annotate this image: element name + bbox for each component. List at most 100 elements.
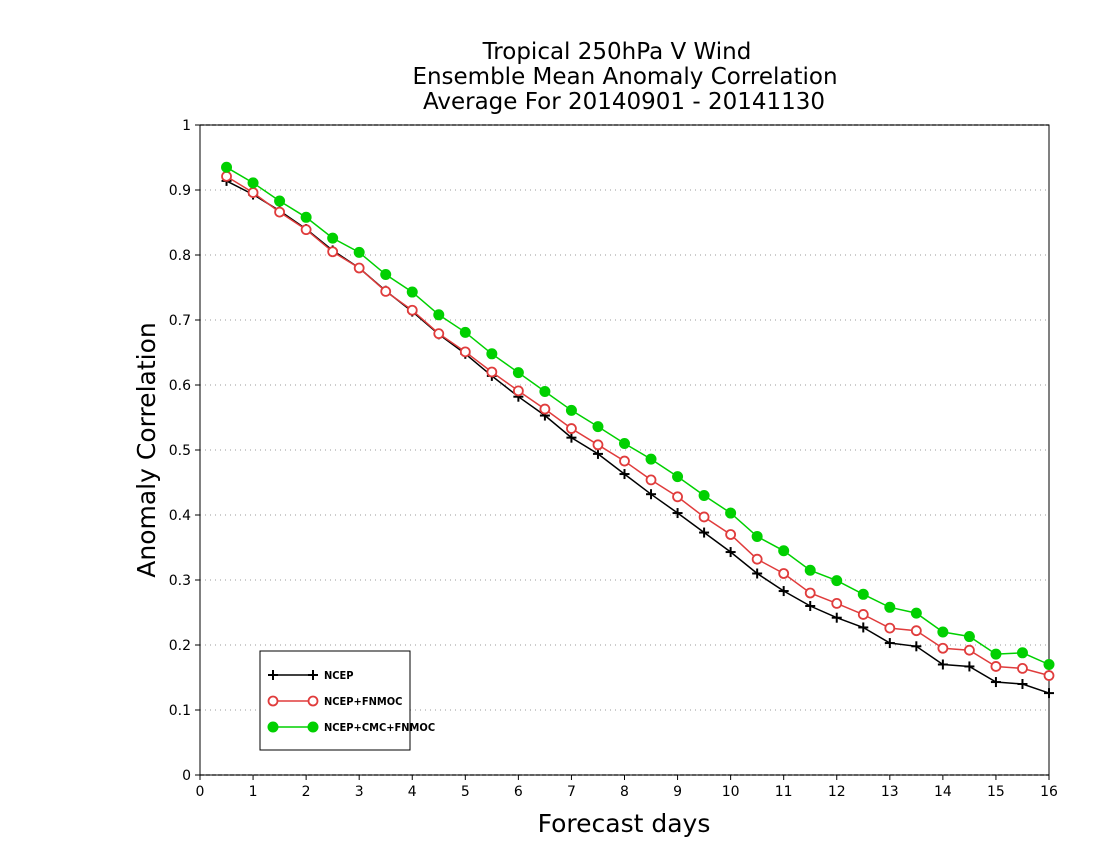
x-tick-label: 4 xyxy=(408,784,417,800)
data-point-ncep-cmc-fnmoc xyxy=(725,507,737,519)
x-tick-label: 5 xyxy=(461,784,470,800)
y-tick-label: 0.7 xyxy=(169,313,191,329)
data-point-ncep xyxy=(884,638,895,649)
legend-marker xyxy=(268,670,278,680)
y-tick-label: 1 xyxy=(182,118,191,134)
data-point-ncep-fnmoc xyxy=(327,246,339,258)
legend-marker xyxy=(267,695,279,707)
x-tick-label: 1 xyxy=(249,784,258,800)
data-point-ncep-fnmoc xyxy=(964,644,975,656)
data-point-ncep-cmc-fnmoc xyxy=(1016,647,1028,659)
data-point-ncep xyxy=(937,659,948,670)
series-ncep xyxy=(221,175,1054,699)
x-tick-label: 16 xyxy=(1040,784,1058,800)
data-point-ncep-cmc-fnmoc xyxy=(831,575,843,587)
data-point-ncep-cmc-fnmoc xyxy=(380,269,392,280)
data-point-ncep-cmc-fnmoc xyxy=(592,421,604,433)
data-point-ncep-cmc-fnmoc xyxy=(910,607,922,619)
x-axis: 0 1 2 3 4 5 6 7 8 9 10 11 12 13 14 15 16 xyxy=(196,775,1058,800)
data-point-ncep-fnmoc xyxy=(406,304,418,316)
y-tick-label: 0.5 xyxy=(169,443,191,459)
data-point-ncep-fnmoc xyxy=(247,187,259,199)
data-point-ncep-cmc-fnmoc xyxy=(672,471,684,483)
data-point-ncep-cmc-fnmoc xyxy=(937,626,949,638)
data-point-ncep-cmc-fnmoc xyxy=(645,453,657,465)
legend-item-ncep: NCEP xyxy=(268,669,354,682)
data-point-ncep-fnmoc xyxy=(274,206,285,218)
data-point-ncep-fnmoc xyxy=(380,285,392,297)
data-point-ncep-fnmoc xyxy=(857,609,869,620)
x-tick-label: 11 xyxy=(775,784,793,800)
data-point-ncep-cmc-fnmoc xyxy=(990,648,1002,660)
data-point-ncep-cmc-fnmoc xyxy=(857,588,869,600)
x-axis-label: Forecast days xyxy=(538,809,711,838)
legend-marker xyxy=(307,695,319,707)
data-point-ncep-cmc-fnmoc xyxy=(1043,659,1055,670)
data-point-ncep-fnmoc xyxy=(486,366,498,378)
data-point-ncep xyxy=(964,661,975,672)
data-point-ncep xyxy=(990,677,1001,688)
y-axis: 0 0.1 0.2 0.3 0.4 0.5 0.6 0.7 0.8 0.9 1 xyxy=(169,118,200,784)
y-tick-label: 0.8 xyxy=(169,248,191,264)
data-point-ncep xyxy=(911,641,922,652)
data-point-ncep-cmc-fnmoc xyxy=(565,404,577,416)
y-tick-label: 0.1 xyxy=(169,703,191,719)
chart-title: Tropical 250hPa V Wind Ensemble Mean Ano… xyxy=(412,39,837,115)
legend-item-ncep-fnmoc: NCEP+FNMOC xyxy=(267,695,402,708)
data-point-ncep-fnmoc xyxy=(910,625,922,637)
series-ncep-cmc-fnmoc xyxy=(221,161,1055,670)
data-point-ncep-cmc-fnmoc xyxy=(353,246,365,258)
x-tick-label: 6 xyxy=(514,784,523,800)
data-point-ncep-fnmoc xyxy=(937,642,949,654)
y-tick-label: 0.6 xyxy=(169,378,191,394)
data-point-ncep-cmc-fnmoc xyxy=(751,530,763,542)
data-point-ncep xyxy=(778,586,789,597)
legend-label: NCEP xyxy=(324,669,354,682)
data-point-ncep-fnmoc xyxy=(433,328,445,340)
chart-title-line-3: Average For 20140901 - 20141130 xyxy=(423,89,825,115)
x-tick-label: 14 xyxy=(934,784,952,800)
data-point-ncep-fnmoc xyxy=(698,511,710,523)
data-point-ncep-fnmoc xyxy=(884,622,896,634)
legend-item-ncep-cmc-fnmoc: NCEP+CMC+FNMOC xyxy=(267,721,435,734)
data-point-ncep xyxy=(1017,679,1028,689)
data-point-ncep-fnmoc xyxy=(619,455,630,467)
y-tick-label: 0.4 xyxy=(169,508,191,524)
data-point-ncep-fnmoc xyxy=(512,385,524,397)
data-point-ncep-cmc-fnmoc xyxy=(433,309,445,321)
data-point-ncep-cmc-fnmoc xyxy=(327,232,339,244)
data-point-ncep-cmc-fnmoc xyxy=(300,211,312,223)
data-point-ncep xyxy=(858,622,869,633)
data-point-ncep xyxy=(592,448,603,459)
x-tick-label: 10 xyxy=(722,784,740,800)
data-point-ncep-fnmoc xyxy=(725,529,737,540)
data-point-ncep-cmc-fnmoc xyxy=(539,386,551,397)
data-point-ncep xyxy=(619,469,630,480)
y-tick-label: 0 xyxy=(182,768,191,784)
data-point-ncep-fnmoc xyxy=(1043,670,1055,681)
data-point-ncep-cmc-fnmoc xyxy=(698,490,710,501)
data-point-ncep xyxy=(699,527,710,538)
x-tick-label: 2 xyxy=(302,784,311,800)
x-tick-label: 0 xyxy=(196,784,205,800)
y-tick-label: 0.2 xyxy=(169,638,191,654)
data-point-ncep-cmc-fnmoc xyxy=(884,601,896,613)
data-point-ncep-fnmoc xyxy=(221,170,232,182)
x-tick-label: 13 xyxy=(881,784,899,800)
data-point-ncep-cmc-fnmoc xyxy=(274,195,286,207)
data-point-ncep-cmc-fnmoc xyxy=(486,348,498,360)
x-tick-label: 12 xyxy=(828,784,846,800)
data-point-ncep-fnmoc xyxy=(1017,663,1028,674)
y-tick-label: 0.3 xyxy=(169,573,191,589)
data-point-ncep-cmc-fnmoc xyxy=(619,438,630,449)
data-point-ncep xyxy=(831,612,842,623)
data-point-ncep xyxy=(672,508,683,519)
data-point-ncep-fnmoc xyxy=(353,262,365,274)
data-point-ncep-fnmoc xyxy=(645,474,657,486)
data-point-ncep-fnmoc xyxy=(566,423,577,434)
y-tick-label: 0.9 xyxy=(169,183,191,199)
legend-marker xyxy=(307,721,319,733)
x-tick-label: 8 xyxy=(620,784,629,800)
data-point-ncep-fnmoc xyxy=(592,439,604,451)
data-point-ncep xyxy=(646,489,657,500)
